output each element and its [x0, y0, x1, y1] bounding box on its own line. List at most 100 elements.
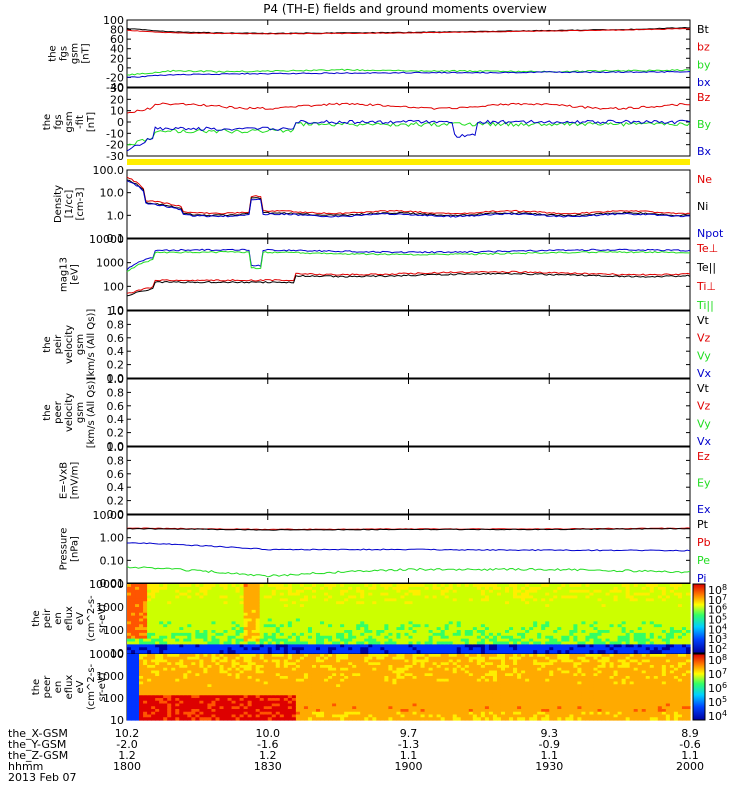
spectro-cell [645, 638, 651, 643]
spectro-cell [167, 684, 172, 688]
spectro-cell [661, 601, 667, 605]
spectro-cell [199, 670, 205, 674]
spectro-cell [171, 601, 176, 605]
spectro-cell [231, 650, 237, 654]
spectro-cell [219, 656, 225, 661]
spectro-cell [585, 641, 591, 645]
spectro-cell [147, 714, 152, 718]
y-tick-label: 80 [110, 24, 124, 37]
spectro-cell [324, 627, 329, 631]
spectro-cell [637, 584, 643, 588]
spectro-cell [143, 607, 148, 611]
spectro-cell [267, 641, 273, 645]
spectro-cell [211, 589, 217, 594]
spectro-cell [420, 644, 426, 648]
spectro-cell [215, 665, 221, 669]
spectro-cell [645, 589, 651, 594]
spectro-cell [529, 601, 534, 605]
spectro-cell [513, 615, 518, 620]
spectro-cell [287, 695, 293, 699]
spectro-cell [517, 632, 522, 637]
spectro-cell [589, 650, 595, 654]
spectro-cell [215, 667, 221, 672]
spectro-cell [669, 595, 675, 599]
spectro-cell [139, 647, 144, 651]
spectro-cell [175, 641, 180, 645]
spectro-cell [344, 598, 349, 602]
spectro-cell [163, 673, 168, 677]
spectro-cell [235, 592, 241, 597]
spectro-cell [525, 627, 530, 631]
spectro-cell [448, 615, 454, 620]
spectro-cell [561, 641, 566, 645]
spectro-cell [448, 612, 454, 617]
spectro-cell [311, 687, 317, 691]
spectro-cell [127, 662, 132, 666]
spectro-cell [167, 638, 172, 643]
spectro-cell [488, 627, 494, 631]
spectro-cell [255, 630, 261, 634]
spectro-cell [183, 638, 188, 643]
spectro-cell [476, 618, 482, 622]
panel-frame [126, 169, 691, 239]
spectro-cell [195, 589, 200, 594]
spectro-cell [420, 604, 426, 608]
spectro-cell [127, 714, 132, 718]
spectro-cell [404, 621, 410, 625]
spectro-cell [239, 598, 245, 602]
spectro-cell [641, 630, 647, 634]
spectro-cell [127, 584, 132, 588]
spectro-cell [279, 627, 285, 631]
spectro-cell [332, 638, 337, 643]
spectro-cell [561, 650, 566, 654]
spectro-cell [629, 630, 635, 634]
spectro-cell [368, 624, 373, 628]
spectro-cell [267, 676, 273, 680]
spectro-cell [472, 632, 478, 637]
spectro-cell [191, 598, 196, 602]
spectro-cell [295, 586, 301, 591]
spectro-cell [171, 604, 176, 608]
spectro-cell [239, 670, 245, 674]
spectro-cell [500, 592, 506, 597]
spectro-cell [131, 698, 136, 702]
spectro-cell [673, 586, 679, 591]
spectro-cell [231, 659, 237, 663]
spectro-cell [424, 612, 430, 617]
spectro-cell [320, 630, 325, 634]
spectro-cell [593, 598, 599, 602]
spectro-cell [380, 601, 385, 605]
spectro-cell [541, 598, 546, 602]
spectro-cell [303, 607, 309, 611]
spectro-cell [376, 592, 381, 597]
spectro-cell [235, 609, 241, 614]
spectro-cell [444, 624, 450, 628]
spectro-cell [605, 592, 611, 597]
spectro-cell [243, 684, 249, 688]
spectro-cell [283, 717, 289, 721]
spectro-cell [649, 618, 655, 622]
spectro-cell [311, 644, 317, 648]
spectro-cell [187, 706, 192, 710]
spectro-cell [227, 654, 233, 658]
spectro-cell [287, 647, 293, 651]
spectro-cell [621, 609, 627, 614]
spectro-cell [509, 595, 514, 599]
spectro-cell [131, 638, 136, 643]
spectro-cell [533, 644, 538, 648]
spectro-cell [573, 644, 578, 648]
spectro-cell [424, 584, 430, 588]
spectro-cell [601, 635, 607, 640]
spectro-cell [661, 638, 667, 643]
spectro-cell [428, 586, 434, 591]
spectro-cell [629, 618, 635, 622]
spectro-cell [307, 584, 313, 588]
spectro-cell [657, 635, 663, 640]
spectro-cell [195, 604, 200, 608]
spectro-cell [263, 656, 269, 661]
spectro-cell [553, 601, 558, 605]
spectro-cell [513, 598, 518, 602]
spectro-cell [629, 586, 635, 591]
spectro-cell [364, 618, 369, 622]
spectro-cell [589, 598, 595, 602]
